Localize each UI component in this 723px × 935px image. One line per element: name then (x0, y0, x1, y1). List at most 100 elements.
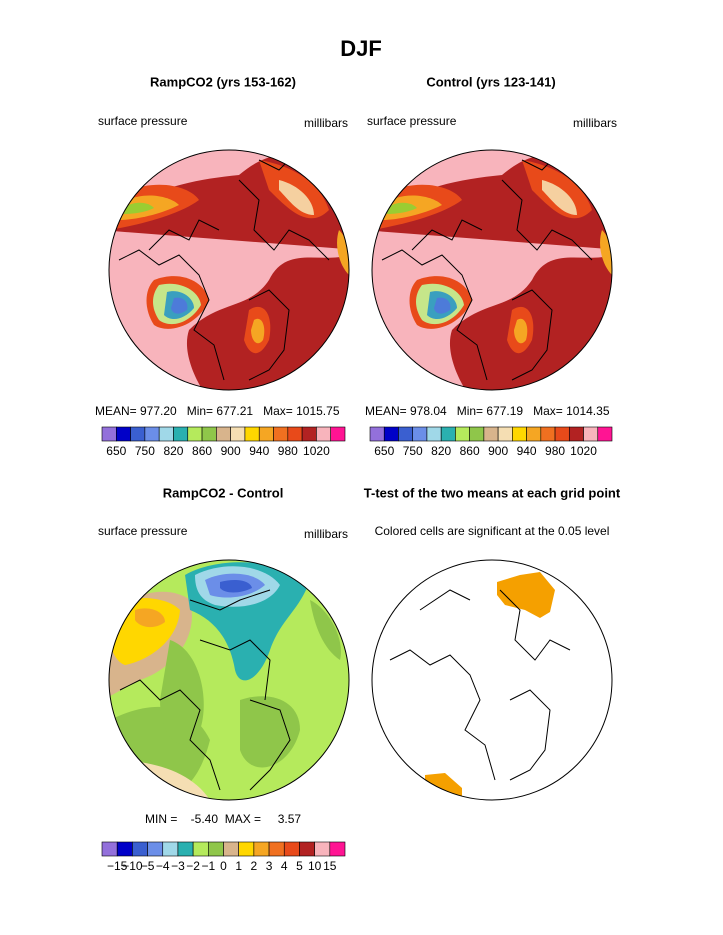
map-border (108, 559, 350, 801)
panel-title: RampCO2 - Control (163, 485, 284, 500)
colorbar-label: 2 (251, 859, 258, 873)
colorbar-label: 980 (278, 444, 298, 458)
colorbar-cell (132, 841, 148, 857)
figure-title: DJF (340, 36, 382, 61)
colorbar-cell (230, 426, 246, 442)
colorbar-cell (273, 426, 289, 442)
colorbar-cell (369, 426, 385, 442)
colorbar-label: −10 (122, 859, 143, 873)
colorbar-cell (258, 426, 274, 442)
colorbar-cell (330, 426, 346, 442)
colorbar-label: 900 (221, 444, 241, 458)
colorbar-label: 1020 (303, 444, 330, 458)
colorbar-label: −15 (107, 859, 128, 873)
colorbar-cell (115, 426, 131, 442)
colorbar-label: −3 (171, 859, 185, 873)
colorbar-cell (238, 841, 255, 857)
colorbar-cell (244, 426, 260, 442)
colorbar-cell (412, 426, 428, 442)
colorbar-cell (116, 841, 133, 857)
map (372, 150, 612, 390)
variable-label: surface pressure (98, 524, 188, 538)
colorbar-label: 15 (323, 859, 337, 873)
colorbar-cell (208, 841, 224, 857)
colorbar-label: 940 (249, 444, 269, 458)
colorbar-label: 10 (308, 859, 322, 873)
stats-label: MIN = -5.40 MAX = 3.57 (145, 812, 301, 826)
colorbar-label: 820 (431, 444, 451, 458)
colorbar-label: 1 (235, 859, 242, 873)
colorbar-cell (440, 426, 456, 442)
colorbar-cell (101, 426, 117, 442)
colorbar-label: 3 (266, 859, 273, 873)
colorbar-cell (130, 426, 146, 442)
map-border (108, 149, 350, 391)
colorbar-cell (283, 841, 300, 857)
colorbar-label: −1 (201, 859, 215, 873)
colorbar-cell (101, 841, 118, 857)
colorbar-label: 940 (517, 444, 537, 458)
stats-label: MEAN= 978.04 Min= 677.19 Max= 1014.35 (365, 404, 610, 418)
colorbar-label: 750 (135, 444, 155, 458)
colorbar-label: 650 (106, 444, 126, 458)
stats-label: MEAN= 977.20 Min= 677.21 Max= 1015.75 (95, 404, 340, 418)
colorbar-label: 860 (460, 444, 480, 458)
colorbar-cell (287, 426, 303, 442)
colorbar-cell (216, 426, 231, 442)
colorbar-label: −5 (141, 859, 155, 873)
colorbar-cell (158, 426, 174, 442)
colorbar-cell (568, 426, 584, 442)
colorbar-label: 860 (192, 444, 212, 458)
colorbar-cell (173, 426, 189, 442)
colorbar-cell (455, 426, 470, 442)
map (109, 560, 349, 800)
map-border (371, 559, 613, 801)
colorbar-cell (268, 841, 285, 857)
colorbar-label: 4 (281, 859, 288, 873)
units-label: millibars (304, 116, 348, 130)
panel-title: RampCO2 (yrs 153-162) (150, 74, 296, 89)
colorbar-cell (253, 841, 270, 857)
colorbar-label: 1020 (570, 444, 597, 458)
colorbar-cell (597, 426, 613, 442)
colorbar-cell (583, 426, 599, 442)
colorbar-cell (383, 426, 399, 442)
map-border (371, 149, 613, 391)
colorbar-cell (316, 426, 332, 442)
colorbar-cell (177, 841, 194, 857)
colorbar-cell (426, 426, 442, 442)
colorbar-label: 900 (488, 444, 508, 458)
colorbar-cell (483, 426, 499, 442)
colorbar-cell (469, 426, 485, 442)
panel-title: Control (yrs 123-141) (426, 74, 555, 89)
colorbar-label: −2 (186, 859, 200, 873)
colorbar-label: 750 (403, 444, 423, 458)
colorbar-label: −4 (156, 859, 170, 873)
colorbar-cell (540, 426, 556, 442)
map (109, 150, 349, 390)
colorbar-cell (398, 426, 414, 442)
colorbar-cell (147, 841, 164, 857)
colorbar-label: 650 (374, 444, 394, 458)
colorbar-cell (201, 426, 217, 442)
colorbar-cell (512, 426, 527, 442)
colorbar-cell (554, 426, 570, 442)
colorbar-cell (299, 841, 315, 857)
panel-subtitle: Colored cells are significant at the 0.0… (375, 524, 610, 538)
colorbar-cell (192, 841, 209, 857)
colorbar-cell (187, 426, 203, 442)
colorbar-cell (144, 426, 160, 442)
colorbar-label: 0 (220, 859, 227, 873)
colorbar-cell (329, 841, 346, 857)
colorbar-cell (526, 426, 542, 442)
colorbar-cell (497, 426, 513, 442)
colorbar-cell (314, 841, 331, 857)
units-label: millibars (304, 527, 348, 541)
panel-title: T-test of the two means at each grid poi… (364, 485, 621, 500)
units-label: millibars (573, 116, 617, 130)
variable-label: surface pressure (367, 114, 457, 128)
colorbar-label: 980 (545, 444, 565, 458)
colorbar-label: 5 (296, 859, 303, 873)
colorbar-cell (223, 841, 239, 857)
